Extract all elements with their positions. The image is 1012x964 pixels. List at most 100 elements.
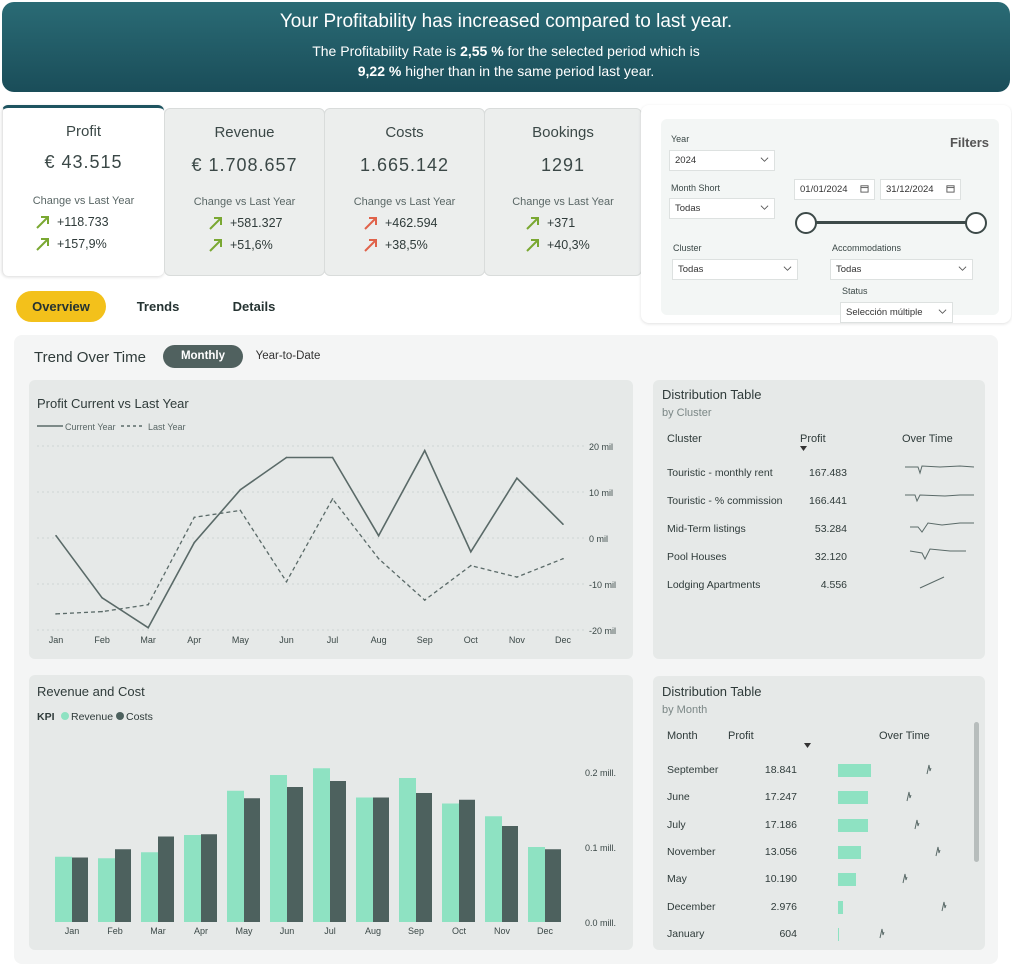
- sort-desc-icon[interactable]: [804, 743, 812, 749]
- x-tick-label: Apr: [194, 926, 208, 936]
- cluster-select[interactable]: Todas: [672, 259, 798, 280]
- x-tick-label: Jun: [279, 635, 294, 645]
- bar-revenue: [98, 858, 115, 922]
- line-chart-title: Profit Current vs Last Year: [37, 396, 189, 411]
- arrow-up-icon: [35, 214, 51, 230]
- x-tick-label: Sep: [408, 926, 424, 936]
- series-current-year: [55, 448, 564, 629]
- month-name[interactable]: September: [667, 764, 719, 776]
- bar-costs: [502, 826, 518, 922]
- sparkline: [914, 819, 920, 829]
- filters-inner: Year 2024 Month Short Todas 01/01/2024 3…: [661, 119, 999, 323]
- x-tick-label: Dec: [537, 926, 554, 936]
- profit-line-chart: Current Year Last Year 20 mil 10 mil 0 mil -1…: [37, 422, 616, 645]
- arrow-up-icon: [363, 215, 379, 231]
- dist-month-title: Distribution Table: [662, 684, 762, 699]
- date-to-input[interactable]: 31/12/2024: [880, 179, 961, 200]
- y-tick-label: -20 mil: [589, 626, 616, 636]
- chevron-down-icon: [958, 266, 967, 271]
- calendar-icon: [946, 185, 955, 193]
- month-name[interactable]: July: [667, 818, 686, 831]
- col-header-month[interactable]: Month: [667, 730, 698, 742]
- kpi-change-pct: +38,5%: [385, 238, 428, 252]
- toggle-ytd[interactable]: Year-to-Date: [255, 350, 321, 362]
- slider-handle-end[interactable]: [965, 212, 987, 234]
- month-name[interactable]: November: [667, 845, 716, 858]
- scrollbar[interactable]: [974, 722, 979, 862]
- month-profit: 13.056: [764, 845, 797, 858]
- tab-overview[interactable]: Overview: [16, 291, 106, 322]
- cluster-name[interactable]: Lodging Apartments: [667, 579, 761, 591]
- kpi-card-bookings[interactable]: Bookings 1291 Change vs Last Year +371 +…: [484, 108, 642, 276]
- profit-bar: [838, 873, 856, 887]
- x-tick-label: Dec: [555, 635, 572, 645]
- bar-costs: [158, 836, 174, 922]
- month-select[interactable]: Todas: [669, 198, 775, 219]
- tab-trends[interactable]: Trends: [136, 299, 180, 314]
- slider-handle-start[interactable]: [795, 212, 817, 234]
- profit-bar: [838, 764, 871, 777]
- profit-bar: [838, 845, 861, 859]
- data-point: [423, 599, 426, 601]
- col-header-cluster[interactable]: Cluster: [667, 433, 702, 445]
- data-point: [285, 456, 288, 459]
- cluster-profit: 166.441: [809, 495, 847, 507]
- accommodations-select[interactable]: Todas: [830, 259, 973, 280]
- month-name[interactable]: May: [667, 873, 687, 886]
- profitability-delta: 9,22 %: [357, 63, 402, 79]
- trend-title: Trend Over Time: [34, 349, 146, 366]
- chevron-down-icon: [938, 309, 947, 314]
- data-point: [470, 551, 472, 553]
- month-name[interactable]: January: [667, 927, 705, 940]
- bar-revenue: [485, 816, 502, 922]
- data-point: [239, 509, 242, 512]
- month-sparkline: [926, 764, 932, 775]
- kpi-card-costs[interactable]: Costs 1.665.142 Change vs Last Year +462…: [324, 108, 485, 276]
- arrow-up-icon: [525, 237, 541, 253]
- legend-last-year-label: Last Year: [148, 422, 186, 432]
- x-tick-label: Sep: [417, 635, 433, 645]
- data-point: [377, 557, 380, 560]
- kpi-change-label: Change vs Last Year: [193, 196, 296, 208]
- month-name[interactable]: December: [667, 900, 716, 913]
- arrow-up-icon: [35, 236, 51, 252]
- status-select[interactable]: Selección múltiple: [840, 302, 953, 323]
- bar-revenue: [270, 775, 287, 922]
- x-tick-label: Jan: [65, 926, 80, 936]
- banner-headline: Your Profitability has increased compare…: [279, 11, 733, 32]
- bar-costs: [201, 834, 217, 922]
- toggle-monthly[interactable]: Monthly: [163, 345, 243, 368]
- slider-track: [805, 221, 977, 224]
- kpi-card-profit[interactable]: Profit € 43.515 Change vs Last Year +118…: [2, 105, 164, 276]
- x-tick-label: Jan: [49, 635, 64, 645]
- y-tick-label: 0.2 mill.: [585, 768, 616, 778]
- date-from-input[interactable]: 01/01/2024: [794, 179, 875, 200]
- y-tick-label: 0 mil: [589, 534, 608, 544]
- cluster-name[interactable]: Pool Houses: [667, 551, 727, 563]
- year-label: Year: [671, 134, 690, 144]
- kpi-change-pct: +157,9%: [57, 237, 107, 251]
- col-header-profit[interactable]: Profit: [800, 433, 826, 445]
- bar-revenue: [55, 856, 72, 922]
- sort-desc-icon[interactable]: [800, 446, 808, 452]
- cluster-name[interactable]: Touristic - % commission: [667, 495, 783, 507]
- col-header-profit[interactable]: Profit: [728, 730, 754, 742]
- month-name[interactable]: June: [667, 791, 690, 804]
- dist-month-subtitle: by Month: [662, 704, 708, 716]
- bar-revenue: [399, 778, 416, 922]
- sparkline: [910, 522, 974, 533]
- cluster-name[interactable]: Mid-Term listings: [667, 523, 746, 535]
- bar-costs: [244, 798, 260, 922]
- kpi-title: Bookings: [532, 124, 594, 141]
- cluster-name[interactable]: Touristic - monthly rent: [667, 467, 773, 479]
- kpi-change-abs: +462.594: [385, 216, 438, 230]
- year-select[interactable]: 2024: [669, 150, 775, 171]
- data-point: [331, 456, 334, 459]
- distribution-month-card: [653, 676, 985, 950]
- month-profit: 604: [779, 927, 797, 940]
- kpi-card-revenue[interactable]: Revenue € 1.708.657 Change vs Last Year …: [164, 108, 325, 276]
- date-range-slider[interactable]: [795, 211, 987, 235]
- tab-details[interactable]: Details: [232, 299, 276, 314]
- x-tick-label: Apr: [187, 635, 201, 645]
